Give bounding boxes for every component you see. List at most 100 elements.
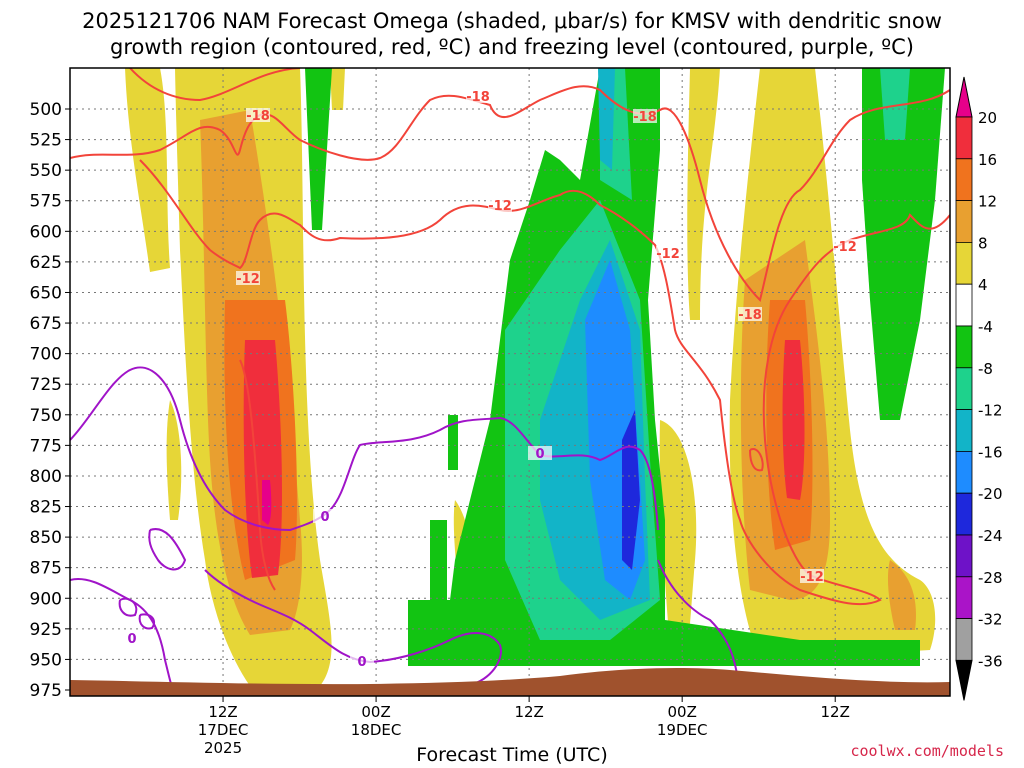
colorbar-label: -28 <box>978 569 1003 587</box>
colorbar-swatch <box>955 534 973 578</box>
omega-shade-region <box>125 68 170 272</box>
omega-shade-region <box>782 340 805 500</box>
colorbar-swatch <box>955 367 973 410</box>
colorbar-label: 12 <box>978 193 997 211</box>
colorbar-label: -24 <box>978 527 1003 545</box>
omega-shade-region <box>330 68 345 110</box>
credit-text: coolwx.com/models <box>850 742 1004 760</box>
y-tick-label: 600 <box>30 222 62 242</box>
chart-title-line1: 2025121706 NAM Forecast Omega (shaded, μ… <box>82 9 942 33</box>
omega-shade-region <box>430 520 447 600</box>
freezing-level-contour <box>138 613 156 630</box>
x-tick-label: 2025 <box>204 739 242 757</box>
contour-label: 0 <box>320 510 329 525</box>
y-tick-label: 750 <box>30 406 62 426</box>
y-tick-label: 675 <box>30 314 62 334</box>
contour-label: -12 <box>833 240 857 255</box>
contour-label: -12 <box>236 272 260 287</box>
y-tick-label: 800 <box>30 467 62 487</box>
contour-label-bg <box>466 89 490 103</box>
dgz-contour <box>129 68 301 102</box>
y-tick-label: 950 <box>30 650 62 670</box>
colorbar-swatch <box>955 492 973 536</box>
y-tick-label: 850 <box>30 528 62 548</box>
omega-shade-region <box>880 68 910 140</box>
colorbar-swatch <box>955 158 973 202</box>
y-tick-label: 775 <box>30 436 62 456</box>
contour-label-bg <box>488 198 512 212</box>
colorbar-swatch <box>955 116 973 160</box>
colorbar-label: -4 <box>978 318 993 336</box>
omega-shade-region <box>887 560 916 630</box>
x-tick-label: 00Z <box>361 703 390 721</box>
dgz-contour <box>749 448 764 472</box>
contour-label: -12 <box>488 199 512 214</box>
colorbar-label: 16 <box>978 151 997 169</box>
colorbar-swatch <box>955 450 973 494</box>
contour-label-bg <box>120 631 144 645</box>
omega-shade-region <box>659 420 697 650</box>
y-tick-label: 825 <box>30 498 62 518</box>
x-tick-label: 17DEC <box>198 721 249 739</box>
contour-label-bg <box>236 271 260 285</box>
colorbar-label: -12 <box>978 402 1003 420</box>
y-tick-label: 900 <box>30 589 62 609</box>
freezing-level-contour <box>118 597 138 617</box>
contour-label-bg <box>313 509 337 523</box>
freezing-level-contour <box>70 366 659 532</box>
contour-label-bg <box>633 109 657 123</box>
freezing-level-contour <box>148 528 187 571</box>
terrain-fill <box>70 668 950 696</box>
colorbar-swatch <box>955 325 973 369</box>
colorbar-swatch <box>955 618 973 661</box>
contour-label-bg <box>656 246 680 260</box>
contour-label: -18 <box>246 109 270 124</box>
colorbar-swatch <box>955 241 973 285</box>
colorbar-top-arrow <box>955 76 973 118</box>
colorbar-label: -36 <box>978 652 1003 670</box>
contour-label-bg <box>350 654 374 668</box>
x-tick-label: 19DEC <box>657 721 708 739</box>
colorbar-swatch <box>955 200 973 243</box>
colorbar-swatch <box>955 576 973 619</box>
colorbar-label: 4 <box>978 276 988 294</box>
chart-title-line2: growth region (contoured, red, ºC) and f… <box>110 35 914 59</box>
colorbar-label: -16 <box>978 443 1003 461</box>
omega-shade-region <box>243 340 282 578</box>
omega-shade-region <box>862 68 945 420</box>
contour-label: -12 <box>656 247 680 262</box>
y-tick-label: 650 <box>30 283 62 303</box>
y-tick-label: 725 <box>30 375 62 395</box>
omega-shade-region <box>622 410 640 570</box>
dgz-contour <box>239 359 276 591</box>
contour-label-bg <box>800 569 824 583</box>
x-tick-label: 12Z <box>514 703 543 721</box>
omega-shade-region <box>448 415 458 470</box>
colorbar-bottom-arrow <box>955 659 973 701</box>
colorbar-label: -8 <box>978 360 993 378</box>
y-tick-label: 975 <box>30 681 62 701</box>
x-tick-label: 00Z <box>667 703 696 721</box>
contour-label: -18 <box>466 90 490 105</box>
contour-label: 0 <box>127 632 136 647</box>
freezing-level-contour <box>70 578 176 696</box>
y-tick-label: 925 <box>30 620 62 640</box>
contour-label: -12 <box>800 570 824 585</box>
x-axis-label: Forecast Time (UTC) <box>416 744 608 766</box>
y-tick-label: 700 <box>30 345 62 365</box>
x-tick-label: 18DEC <box>351 721 402 739</box>
contour-label-bg <box>246 108 270 122</box>
plot-frame <box>69 67 951 697</box>
x-tick-label: 12Z <box>208 703 237 721</box>
contour-label: 0 <box>535 447 544 462</box>
colorbar-label: -20 <box>978 485 1003 503</box>
y-tick-label: 550 <box>30 161 62 181</box>
y-tick-label: 575 <box>30 192 62 212</box>
freezing-level-contour <box>657 559 739 681</box>
omega-shade-region <box>166 400 182 520</box>
omega-shade-region <box>262 480 272 525</box>
contour-label: -18 <box>633 110 657 125</box>
y-tick-label: 525 <box>30 131 62 151</box>
colorbar-label: 8 <box>978 234 988 252</box>
